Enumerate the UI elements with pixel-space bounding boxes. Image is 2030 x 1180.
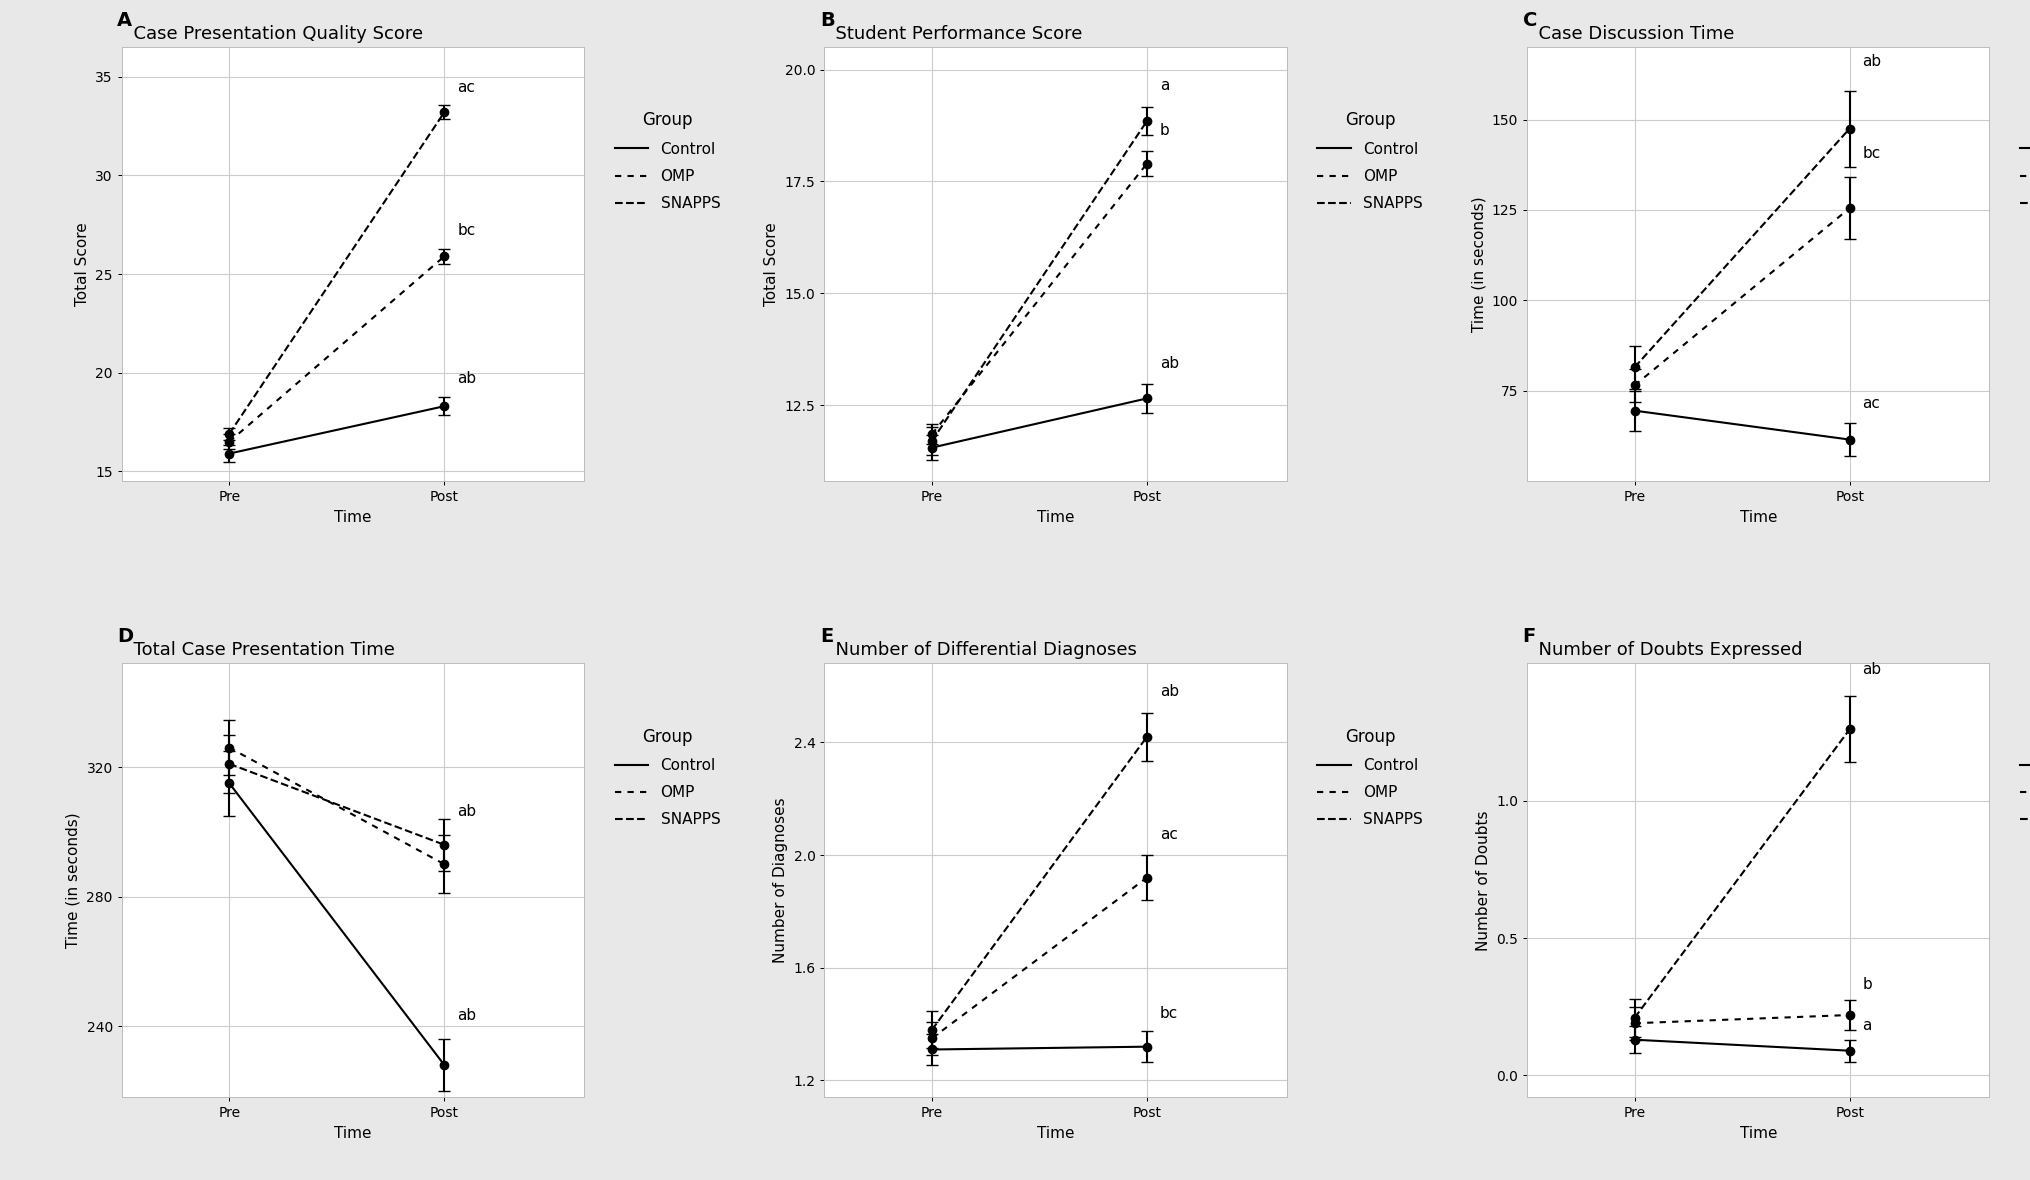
Text: bc: bc xyxy=(1864,146,1880,162)
Text: ab: ab xyxy=(457,804,477,819)
Text: A: A xyxy=(118,11,132,30)
Y-axis label: Total Score: Total Score xyxy=(763,222,780,306)
X-axis label: Time: Time xyxy=(1037,510,1074,525)
Text: B: B xyxy=(820,11,834,30)
Text: Case Presentation Quality Score: Case Presentation Quality Score xyxy=(122,25,422,42)
Legend: Control, OMP, SNAPPS: Control, OMP, SNAPPS xyxy=(1313,723,1427,832)
X-axis label: Time: Time xyxy=(335,1126,371,1141)
X-axis label: Time: Time xyxy=(1740,510,1776,525)
Text: C: C xyxy=(1522,11,1537,30)
X-axis label: Time: Time xyxy=(1037,1126,1074,1141)
Text: b: b xyxy=(1159,123,1169,138)
Text: b: b xyxy=(1864,977,1872,991)
Y-axis label: Number of Doubts: Number of Doubts xyxy=(1476,811,1490,951)
Text: E: E xyxy=(820,627,832,647)
Y-axis label: Time (in seconds): Time (in seconds) xyxy=(65,813,81,949)
Text: ac: ac xyxy=(1159,827,1177,843)
Legend: Control, OMP, SNAPPS: Control, OMP, SNAPPS xyxy=(611,723,725,832)
Text: Number of Differential Diagnoses: Number of Differential Diagnoses xyxy=(824,641,1137,660)
Legend: Control, OMP, SNAPPS: Control, OMP, SNAPPS xyxy=(611,107,725,216)
Y-axis label: Number of Diagnoses: Number of Diagnoses xyxy=(773,798,788,963)
Text: ac: ac xyxy=(1864,395,1880,411)
Text: a: a xyxy=(1864,1018,1872,1032)
Text: Total Case Presentation Time: Total Case Presentation Time xyxy=(122,641,394,660)
Text: ab: ab xyxy=(1159,683,1179,699)
Text: Student Performance Score: Student Performance Score xyxy=(824,25,1082,42)
X-axis label: Time: Time xyxy=(335,510,371,525)
Text: bc: bc xyxy=(457,223,475,238)
Text: D: D xyxy=(118,627,134,647)
X-axis label: Time: Time xyxy=(1740,1126,1776,1141)
Text: ab: ab xyxy=(1864,662,1882,677)
Y-axis label: Total Score: Total Score xyxy=(75,222,89,306)
Text: ab: ab xyxy=(1159,355,1179,371)
Text: ab: ab xyxy=(457,1008,477,1023)
Text: Number of Doubts Expressed: Number of Doubts Expressed xyxy=(1527,641,1803,660)
Text: ac: ac xyxy=(457,79,475,94)
Text: ab: ab xyxy=(457,372,477,387)
Text: F: F xyxy=(1522,627,1537,647)
Legend: Control, OMP, SNAPPS: Control, OMP, SNAPPS xyxy=(1313,107,1427,216)
Text: Case Discussion Time: Case Discussion Time xyxy=(1527,25,1734,42)
Legend: Control, OMP, SNAPPS: Control, OMP, SNAPPS xyxy=(2016,107,2030,216)
Y-axis label: Time (in seconds): Time (in seconds) xyxy=(1472,196,1486,332)
Text: a: a xyxy=(1159,78,1169,93)
Text: bc: bc xyxy=(1159,1007,1177,1022)
Legend: Control, OMP, SNAPPS: Control, OMP, SNAPPS xyxy=(2016,723,2030,832)
Text: ab: ab xyxy=(1864,54,1882,68)
